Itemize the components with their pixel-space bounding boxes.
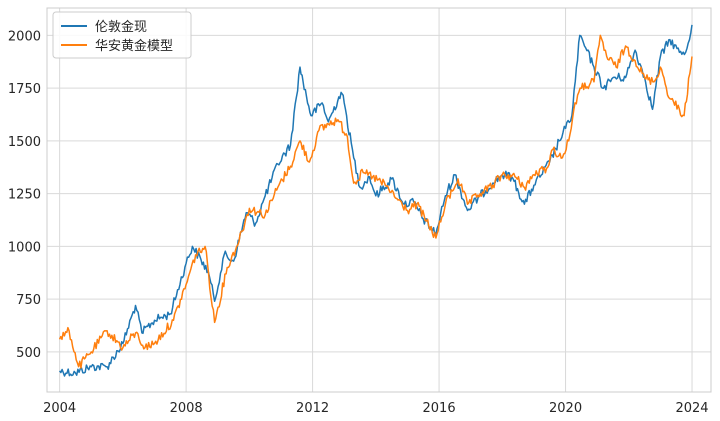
legend-label: 伦敦金现 [95, 19, 147, 35]
x-axis-tick-labels: 2004 2008 2012 2016 2020 2024 [43, 401, 708, 416]
series-line-0 [59, 24, 693, 377]
grid-lines [47, 8, 711, 392]
y-tick-label: 2000 [8, 29, 41, 44]
x-tick-label: 2016 [423, 401, 456, 416]
x-tick-label: 2012 [296, 401, 329, 416]
y-tick-label: 500 [16, 346, 41, 361]
legend-label: 华安黄金模型 [95, 38, 173, 54]
x-tick-label: 2024 [675, 401, 708, 416]
x-tick-label: 2008 [170, 401, 203, 416]
y-axis-tick-labels: 500 750 1000 1250 1500 1750 2000 [8, 29, 41, 360]
y-tick-label: 1000 [8, 240, 41, 255]
y-tick-label: 1500 [8, 135, 41, 150]
y-tick-label: 1250 [8, 188, 41, 203]
plot-frame [46, 7, 712, 393]
x-tick-label: 2020 [549, 401, 582, 416]
series-layer [58, 24, 693, 377]
y-tick-label: 1750 [8, 82, 41, 97]
series-line-1 [58, 34, 693, 369]
x-tick-label: 2004 [43, 401, 76, 416]
legend-box [52, 11, 192, 59]
y-tick-label: 750 [16, 293, 41, 308]
